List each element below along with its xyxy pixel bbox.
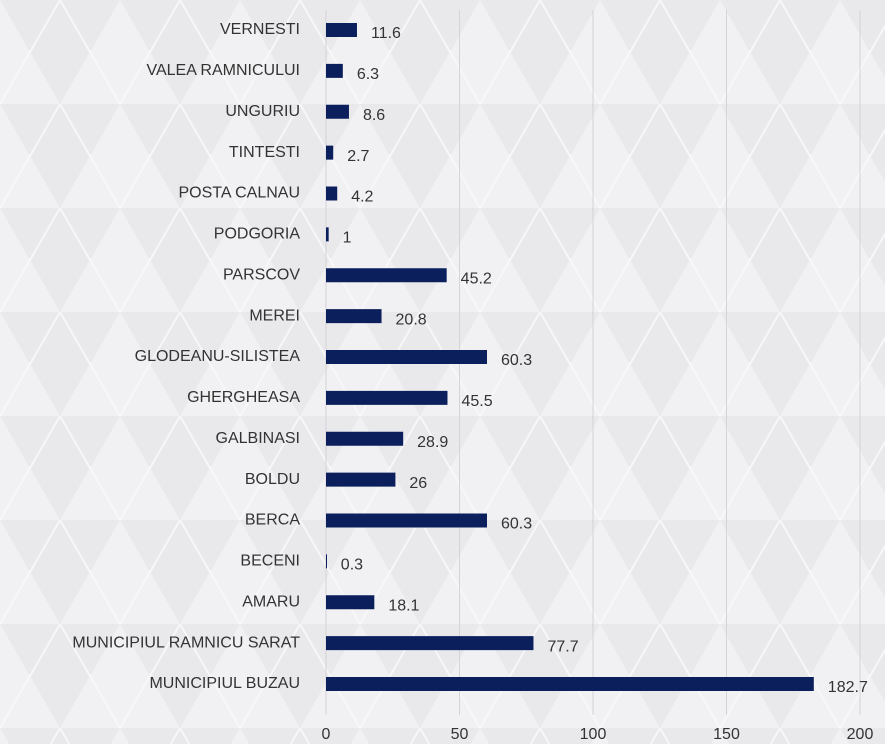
bar (326, 23, 357, 37)
value-label: 60.3 (501, 352, 532, 369)
bar (326, 350, 488, 364)
x-tick-label: 150 (713, 726, 740, 743)
value-label: 60.3 (501, 516, 532, 533)
y-tick-label: PODGORIA (214, 226, 301, 243)
bar (326, 554, 327, 569)
bar (326, 309, 382, 324)
x-tick-label: 0 (322, 726, 331, 743)
y-tick-label: VALEA RAMNICULUI (146, 62, 300, 79)
y-tick-label: GHERGHEASA (187, 389, 300, 406)
y-tick-label: TINTESTI (229, 144, 300, 161)
bar (326, 63, 343, 78)
value-label: 45.5 (461, 393, 492, 410)
bar (326, 104, 349, 119)
x-tick-label: 50 (451, 726, 469, 743)
value-label: 28.9 (417, 434, 448, 451)
value-label: 6.3 (357, 66, 379, 83)
y-tick-label: POSTA CALNAU (178, 185, 300, 202)
value-label: 18.1 (388, 597, 419, 614)
bar (326, 513, 488, 528)
y-tick-label: GLODEANU-SILISTEA (135, 348, 301, 365)
y-tick-label: MEREI (249, 307, 300, 324)
x-tick-label: 100 (580, 726, 607, 743)
bar (326, 186, 338, 201)
y-tick-label: MUNICIPIUL RAMNICU SARAT (72, 634, 300, 651)
y-tick-label: VERNESTI (220, 21, 300, 38)
x-tick-label: 200 (847, 726, 874, 743)
bar (326, 390, 448, 405)
value-label: 45.2 (461, 270, 492, 287)
value-label: 182.7 (828, 679, 868, 696)
value-label: 77.7 (547, 638, 578, 655)
y-tick-label: UNGURIU (225, 103, 300, 120)
y-tick-label: PARSCOV (223, 266, 300, 283)
value-label: 11.6 (371, 25, 401, 42)
value-label: 8.6 (363, 107, 385, 124)
y-tick-label: MUNICIPIUL BUZAU (149, 675, 300, 692)
y-tick-label: BECENI (240, 553, 300, 570)
value-label: 1 (343, 230, 352, 247)
value-label: 4.2 (351, 189, 373, 206)
value-label: 2.7 (347, 148, 369, 165)
bar (326, 431, 404, 446)
y-tick-label: BOLDU (245, 471, 300, 488)
bar (326, 472, 396, 487)
value-label: 20.8 (396, 311, 427, 328)
y-tick-label: AMARU (242, 593, 300, 610)
bar (326, 227, 329, 242)
value-label: 26 (409, 475, 427, 492)
y-tick-label: GALBINASI (216, 430, 300, 447)
bar (326, 145, 334, 160)
y-tick-label: BERCA (245, 512, 300, 529)
bar (326, 595, 375, 610)
value-label: 0.3 (341, 557, 363, 574)
bar (326, 636, 534, 651)
bar (326, 268, 447, 283)
bar (326, 677, 814, 691)
